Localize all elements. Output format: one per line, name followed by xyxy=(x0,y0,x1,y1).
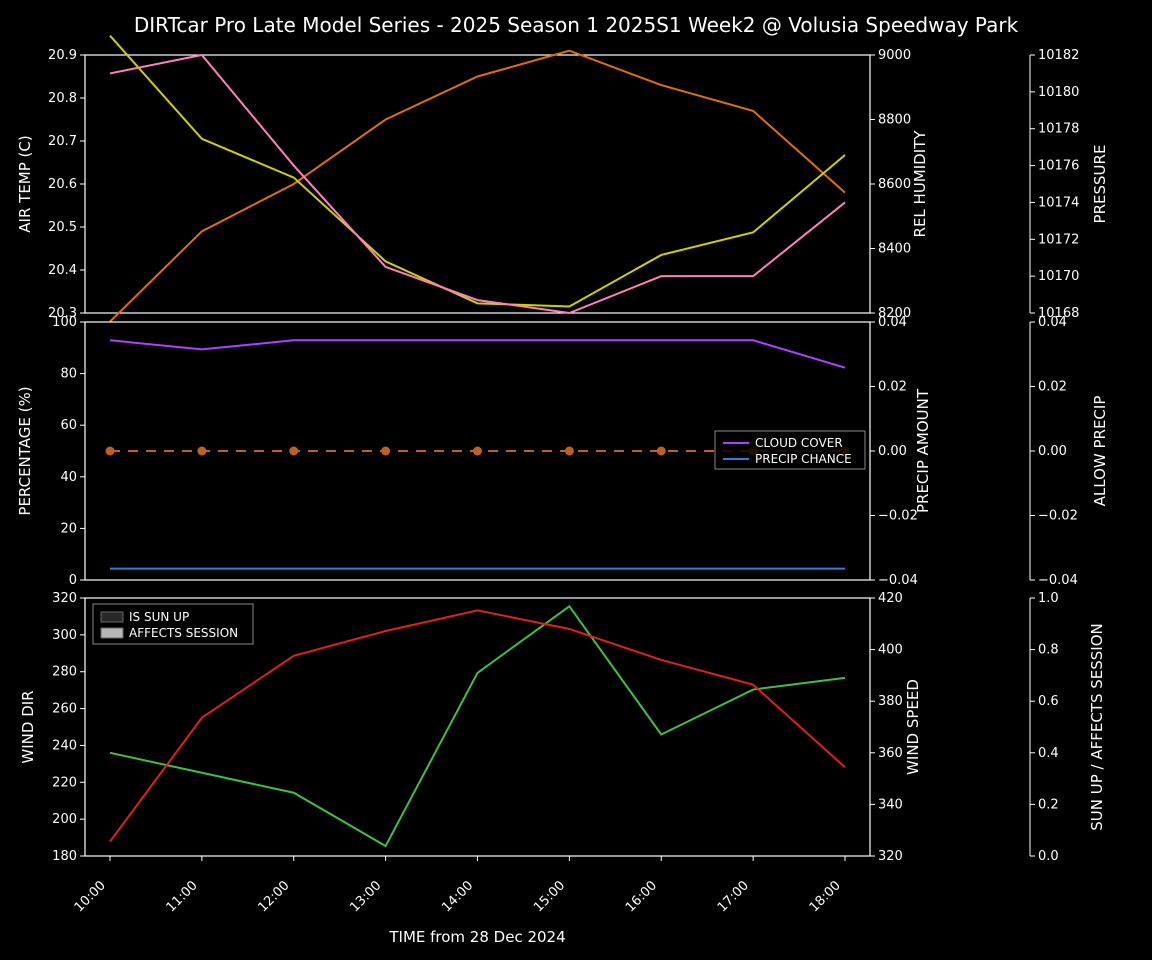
svg-text:9000: 9000 xyxy=(878,48,911,63)
svg-text:20.9: 20.9 xyxy=(48,48,77,63)
svg-text:REL HUMIDITY: REL HUMIDITY xyxy=(911,130,929,238)
svg-text:10174: 10174 xyxy=(1038,195,1079,210)
svg-text:10180: 10180 xyxy=(1038,85,1079,100)
svg-text:420: 420 xyxy=(878,591,903,606)
svg-text:ALLOW PRECIP: ALLOW PRECIP xyxy=(1091,396,1109,507)
svg-text:240: 240 xyxy=(52,738,77,753)
svg-text:10178: 10178 xyxy=(1038,122,1079,137)
svg-text:10170: 10170 xyxy=(1038,269,1079,284)
legend-affects-session: AFFECTS SESSION xyxy=(129,626,238,640)
precip-amount-marker xyxy=(657,447,666,456)
precip-amount-marker xyxy=(473,447,482,456)
svg-text:1.0: 1.0 xyxy=(1038,591,1059,606)
svg-text:8400: 8400 xyxy=(878,242,911,257)
svg-text:8600: 8600 xyxy=(878,177,911,192)
svg-text:0.04: 0.04 xyxy=(878,315,907,330)
x-tick-label: 10:00 xyxy=(72,878,109,915)
x-tick-label: 13:00 xyxy=(347,878,384,915)
svg-text:180: 180 xyxy=(52,849,77,864)
svg-text:−0.02: −0.02 xyxy=(1038,509,1078,524)
x-tick-label: 12:00 xyxy=(255,878,292,915)
legend-is-sun-up: IS SUN UP xyxy=(129,610,189,624)
precip-amount-marker xyxy=(565,447,574,456)
svg-text:0: 0 xyxy=(69,573,77,588)
svg-text:20: 20 xyxy=(60,521,77,536)
precip-amount-marker xyxy=(381,447,390,456)
svg-text:20.5: 20.5 xyxy=(48,220,77,235)
svg-text:8800: 8800 xyxy=(878,113,911,128)
svg-text:SUN UP / AFFECTS SESSION: SUN UP / AFFECTS SESSION xyxy=(1088,623,1106,831)
svg-text:20.4: 20.4 xyxy=(48,263,77,278)
precip-amount-marker xyxy=(106,447,115,456)
svg-text:−0.02: −0.02 xyxy=(878,509,918,524)
svg-text:200: 200 xyxy=(52,812,77,827)
svg-text:300: 300 xyxy=(52,628,77,643)
svg-text:−0.04: −0.04 xyxy=(878,573,918,588)
svg-text:0.0: 0.0 xyxy=(1038,849,1059,864)
svg-text:10176: 10176 xyxy=(1038,159,1079,174)
svg-text:−0.04: −0.04 xyxy=(1038,573,1078,588)
svg-text:PRECIP AMOUNT: PRECIP AMOUNT xyxy=(914,388,932,513)
x-tick-label: 11:00 xyxy=(164,878,201,915)
svg-text:340: 340 xyxy=(878,797,903,812)
chart-title: DIRTcar Pro Late Model Series - 2025 Sea… xyxy=(134,13,1019,37)
x-axis-label: TIME from 28 Dec 2024 xyxy=(388,928,565,946)
svg-text:400: 400 xyxy=(878,643,903,658)
svg-text:0.00: 0.00 xyxy=(878,444,907,459)
svg-text:0.00: 0.00 xyxy=(1038,444,1067,459)
svg-text:220: 220 xyxy=(52,775,77,790)
svg-text:60: 60 xyxy=(60,418,77,433)
svg-text:20.6: 20.6 xyxy=(48,177,77,192)
svg-text:360: 360 xyxy=(878,746,903,761)
svg-text:260: 260 xyxy=(52,702,77,717)
precip-amount-marker xyxy=(197,447,206,456)
svg-text:PRESSURE: PRESSURE xyxy=(1091,145,1109,224)
svg-text:320: 320 xyxy=(52,591,77,606)
svg-text:380: 380 xyxy=(878,694,903,709)
svg-text:320: 320 xyxy=(878,849,903,864)
svg-text:80: 80 xyxy=(60,367,77,382)
svg-text:0.8: 0.8 xyxy=(1038,643,1059,658)
svg-text:0.2: 0.2 xyxy=(1038,797,1059,812)
x-tick-label: 15:00 xyxy=(531,878,568,915)
svg-text:AIR TEMP (C): AIR TEMP (C) xyxy=(16,135,34,232)
x-tick-label: 14:00 xyxy=(439,878,476,915)
svg-text:40: 40 xyxy=(60,470,77,485)
weather-chart: DIRTcar Pro Late Model Series - 2025 Sea… xyxy=(0,0,1152,960)
x-tick-label: 17:00 xyxy=(715,878,752,915)
svg-text:20.7: 20.7 xyxy=(48,134,77,149)
svg-text:10182: 10182 xyxy=(1038,48,1079,63)
x-tick-label: 18:00 xyxy=(807,878,844,915)
legend-precip-chance: PRECIP CHANCE xyxy=(755,452,852,466)
svg-text:100: 100 xyxy=(52,315,77,330)
svg-text:280: 280 xyxy=(52,665,77,680)
legend-cloud-cover: CLOUD COVER xyxy=(755,436,843,450)
panel-1 xyxy=(85,55,870,313)
svg-text:0.6: 0.6 xyxy=(1038,694,1059,709)
x-tick-label: 16:00 xyxy=(623,878,660,915)
svg-text:WIND SPEED: WIND SPEED xyxy=(904,679,922,775)
svg-text:0.02: 0.02 xyxy=(1038,380,1067,395)
svg-text:0.04: 0.04 xyxy=(1038,315,1067,330)
svg-text:0.4: 0.4 xyxy=(1038,746,1059,761)
svg-text:WIND DIR: WIND DIR xyxy=(19,690,37,763)
svg-text:20.8: 20.8 xyxy=(48,91,77,106)
svg-text:0.02: 0.02 xyxy=(878,380,907,395)
precip-amount-marker xyxy=(289,447,298,456)
svg-text:PERCENTAGE (%): PERCENTAGE (%) xyxy=(16,386,34,515)
svg-text:10172: 10172 xyxy=(1038,232,1079,247)
